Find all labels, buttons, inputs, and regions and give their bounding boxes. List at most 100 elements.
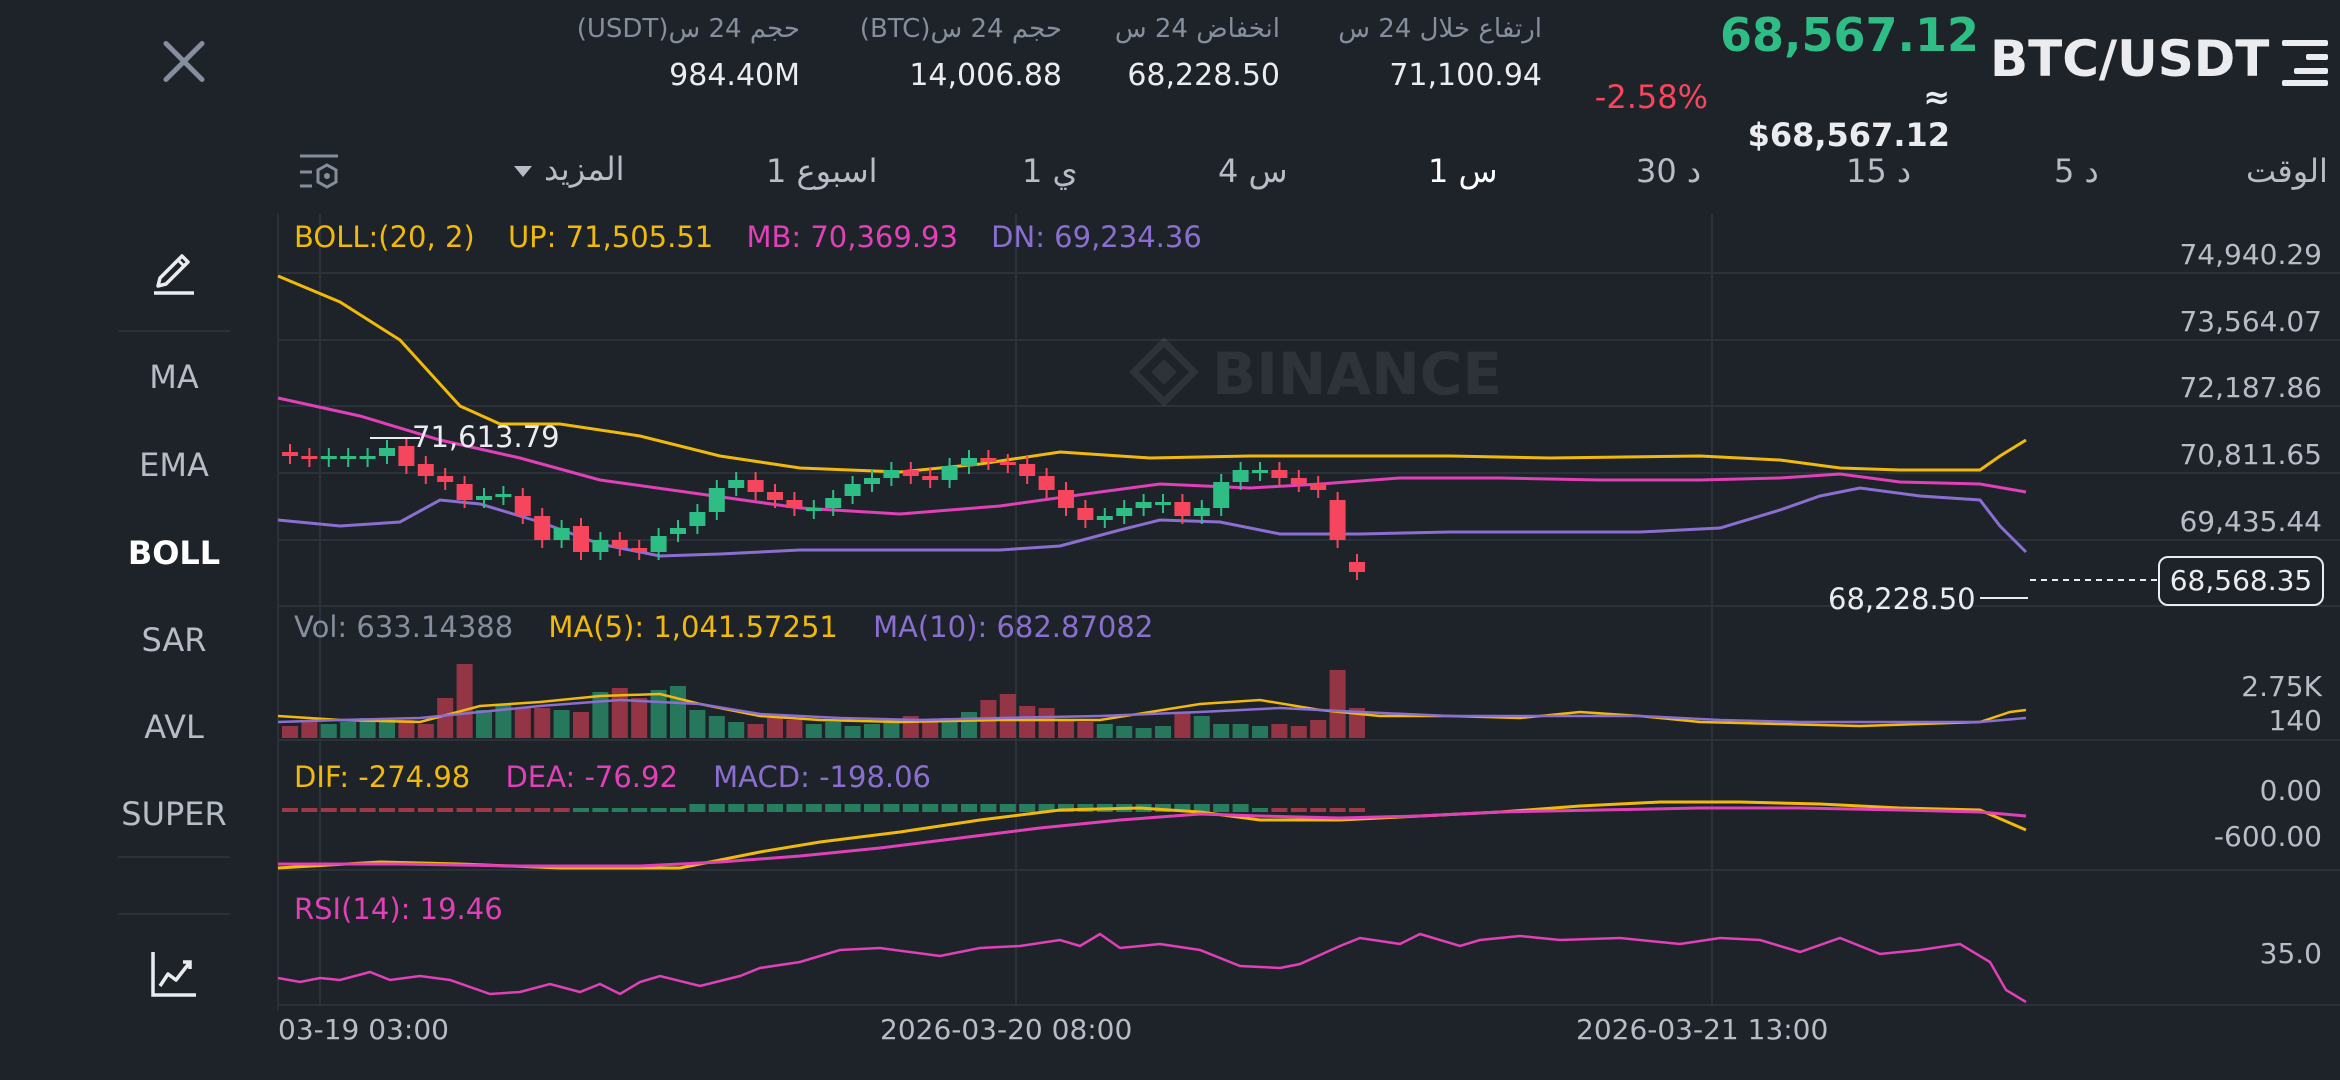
volume-bar [573, 712, 589, 738]
macd-panel [277, 800, 2027, 870]
price-axis-label: 72,187.86 [2179, 371, 2322, 404]
volume-axis-label: 140 [2268, 704, 2322, 737]
macd-legend: DIF: -274.98 DEA: -76.92 MACD: -198.06 [294, 760, 931, 794]
macd-bar [999, 804, 1016, 812]
macd-bar [320, 808, 337, 812]
tab-1-hour[interactable]: 1 س [1428, 152, 1498, 190]
candle [844, 476, 861, 504]
candle [1252, 462, 1268, 481]
volume-bar [767, 718, 783, 738]
tab-30-minutes[interactable]: 30 د [1636, 152, 1702, 190]
volume-bar [1096, 724, 1113, 738]
volume-bar [631, 698, 648, 738]
tab-15-minutes[interactable]: 15 د [1846, 152, 1912, 190]
more-timeframes-dropdown[interactable]: المزيد [510, 150, 630, 194]
candle [476, 488, 492, 508]
macd-bar [592, 808, 609, 812]
volume-bar [864, 724, 880, 738]
volume-bar [1310, 720, 1327, 738]
volume-axis-label: 2.75K [2241, 670, 2322, 703]
macd-bar [728, 804, 745, 812]
close-button[interactable] [150, 28, 218, 96]
settings-icon[interactable] [298, 152, 342, 192]
stat-24h-low: انخفاض 24 س 68,228.50 [1080, 14, 1280, 93]
tab-5-minutes[interactable]: 5 د [2054, 152, 2099, 190]
candle [437, 468, 454, 490]
macd-bar [689, 804, 706, 812]
candle [689, 504, 706, 534]
candle [1155, 494, 1171, 513]
stat-label: انخفاض 24 س [1114, 14, 1280, 44]
candle [592, 532, 609, 560]
candle [282, 444, 298, 464]
macd-bar [1310, 808, 1327, 812]
volume-bar [999, 694, 1016, 738]
menu-icon[interactable] [2280, 38, 2328, 86]
macd-bar [514, 808, 531, 812]
candlesticks [282, 438, 1365, 580]
volume-bar [786, 720, 803, 738]
volume-bar [1213, 724, 1230, 738]
candle [999, 454, 1016, 473]
pair-title[interactable]: BTC/USDT [1990, 30, 2270, 88]
macd-bar [805, 804, 822, 812]
candle [1038, 468, 1055, 498]
volume-bar [1077, 722, 1094, 738]
candle [514, 488, 531, 524]
candle [1271, 462, 1288, 486]
current-price-value: 68,568.35 [2169, 564, 2313, 597]
volume-bar [825, 722, 842, 738]
draw-pen-icon[interactable] [148, 244, 200, 296]
stat-label: ارتفاع خلال 24 س [1338, 14, 1542, 44]
macd-bar [1116, 804, 1133, 812]
approx-price: ≈ $68,567.12 [1747, 78, 1950, 154]
macd-bar [883, 804, 900, 812]
macd-bar [1135, 804, 1152, 812]
volume-bar [417, 724, 434, 738]
volume-bar [670, 686, 686, 738]
stat-value: 68,228.50 [1127, 58, 1280, 93]
tool-sar[interactable]: SAR [141, 621, 207, 659]
tool-avl[interactable]: AVL [144, 708, 204, 746]
stat-value: 984.40M [669, 58, 800, 93]
volume-bar [476, 710, 492, 738]
tab-4-hours[interactable]: 4 س [1218, 152, 1288, 190]
macd-bar [961, 804, 977, 812]
tool-super[interactable]: SUPER [121, 795, 227, 833]
tool-ema[interactable]: EMA [139, 446, 209, 484]
macd-bar [611, 808, 628, 812]
volume-bar [359, 718, 376, 738]
volume-bar [728, 722, 745, 738]
macd-bar [670, 808, 686, 812]
macd-bar [650, 808, 667, 812]
stat-24h-volume-btc: حجم 24 س(BTC) 14,006.88 [800, 14, 1062, 93]
candle [417, 456, 434, 484]
volume-bar [805, 724, 822, 738]
macd-bar [417, 808, 434, 812]
volume-bar [1135, 728, 1152, 738]
rsi-line [277, 932, 2027, 1004]
macd-dif-line [277, 800, 2027, 870]
macd-bar [1038, 804, 1055, 812]
tool-ma[interactable]: MA [149, 358, 199, 396]
indicator-chart-icon[interactable] [150, 950, 198, 998]
macd-bar [708, 804, 725, 812]
volume-bar [902, 716, 919, 738]
volume-bar [592, 692, 609, 738]
macd-bar [902, 804, 919, 812]
price-change-percent: -2.58% [1594, 78, 1708, 116]
volume-bar [1329, 670, 1346, 738]
boll-lower-line [277, 486, 2028, 558]
tab-time[interactable]: الوقت [2246, 152, 2328, 190]
volume-bar [1116, 726, 1133, 738]
stat-24h-volume-usdt: حجم 24 س(USDT) 984.40M [540, 14, 800, 93]
candle [670, 520, 686, 542]
tab-1-day[interactable]: 1 ي [1022, 152, 1078, 190]
time-axis-label: 2026-03-20 08:00 [880, 1013, 1133, 1046]
macd-bar [379, 808, 395, 812]
macd-bar [495, 808, 512, 812]
tab-1-week[interactable]: 1 اسبوع [766, 152, 878, 190]
boll-mb: MB: 70,369.93 [746, 220, 958, 254]
volume-bar [495, 704, 512, 738]
tool-boll[interactable]: BOLL [127, 534, 221, 572]
